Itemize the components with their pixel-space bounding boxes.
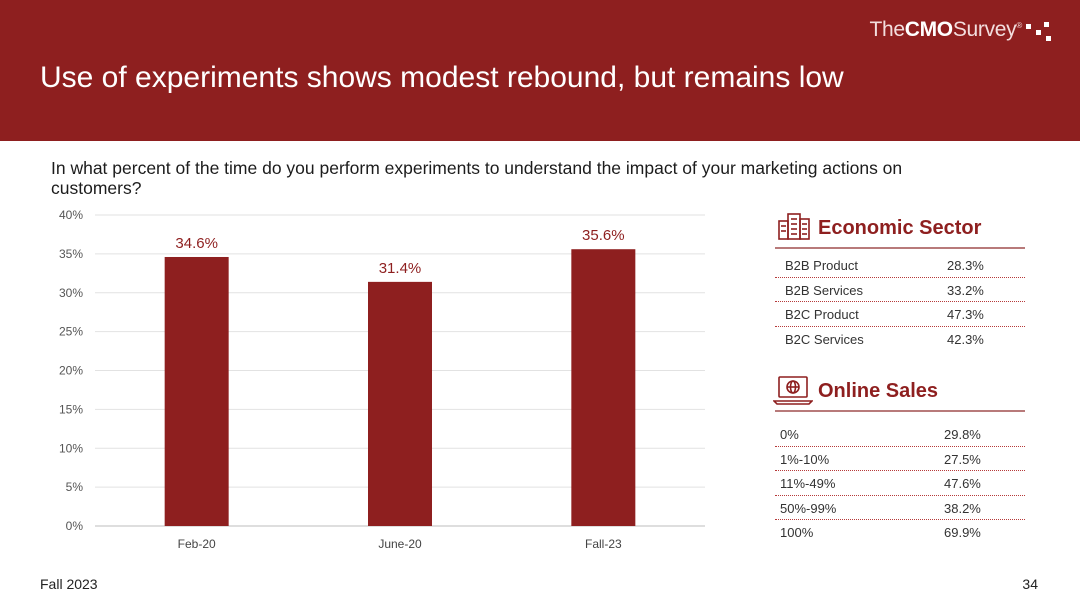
y-tick-label: 25%	[59, 325, 83, 339]
table-row: 100% 69.9%	[775, 520, 1025, 544]
buildings-icon	[778, 213, 810, 240]
row-value: 38.2%	[944, 500, 981, 516]
page-number: 34	[1022, 576, 1038, 592]
laptop-globe-icon	[773, 376, 813, 405]
y-tick-label: 35%	[59, 247, 83, 261]
table-row: 11%-49% 47.6%	[775, 471, 1025, 496]
economic-sector-header: Economic Sector	[775, 211, 1025, 249]
row-value: 29.8%	[944, 427, 981, 442]
table-row: 0% 29.8%	[775, 422, 1025, 447]
online-sales-table: 0% 29.8% 1%-10% 27.5% 11%-49% 47.6% 50%-…	[775, 412, 1025, 544]
y-tick-label: 10%	[59, 441, 83, 455]
bar-chart: 0% 5% 10% 15% 20% 25% 30% 35% 40% 34.6% Feb-20 31.4…	[59, 208, 705, 551]
data-label: 31.4%	[379, 260, 422, 277]
row-value: 47.6%	[944, 476, 981, 491]
table-row: B2B Services 33.2%	[775, 278, 1025, 302]
row-label: 0%	[780, 427, 799, 442]
table-row: 50%-99% 38.2%	[775, 496, 1025, 520]
row-value: 69.9%	[944, 525, 981, 540]
bar	[164, 256, 229, 526]
row-label: 50%-99%	[780, 500, 837, 516]
economic-sector-title: Economic Sector	[818, 217, 982, 239]
x-tick-label: Fall-23	[585, 537, 622, 551]
y-tick-label: 40%	[59, 208, 83, 222]
y-tick-label: 0%	[66, 519, 84, 533]
table-row: B2C Services 42.3%	[775, 327, 1025, 351]
row-value: 42.3%	[947, 331, 984, 347]
row-label: 100%	[780, 525, 814, 540]
bar	[571, 249, 636, 526]
row-label: B2B Product	[785, 258, 858, 273]
title-banner: TheCMOSurvey® Use of experiments shows m…	[0, 0, 1080, 141]
online-sales-title: Online Sales	[818, 380, 939, 402]
online-sales-header: Online Sales	[773, 374, 1025, 412]
table-row: B2C Product 47.3%	[775, 302, 1025, 327]
economic-sector-panel: Economic Sector B2B Product 28.3% B2B Se…	[775, 211, 1025, 350]
row-label: B2C Product	[785, 307, 859, 322]
row-value: 27.5%	[944, 451, 981, 467]
brand-logo: TheCMOSurvey®	[869, 18, 1022, 41]
row-value: 33.2%	[947, 282, 984, 298]
y-tick-label: 20%	[59, 364, 83, 378]
brand-dots-icon	[1026, 22, 1051, 41]
x-tick-label: June-20	[378, 537, 422, 551]
data-label: 35.6%	[582, 227, 625, 244]
y-tick-label: 30%	[59, 286, 83, 300]
survey-question: In what percent of the time do you perfo…	[51, 158, 903, 198]
y-tick-label: 15%	[59, 402, 83, 416]
bar	[368, 281, 432, 526]
row-label: 11%-49%	[780, 476, 836, 491]
economic-sector-table: B2B Product 28.3% B2B Services 33.2% B2C…	[775, 249, 1025, 350]
footer-edition: Fall 2023	[40, 576, 98, 592]
row-value: 28.3%	[947, 258, 984, 273]
row-label: B2B Services	[785, 282, 864, 298]
x-tick-label: Feb-20	[178, 537, 216, 551]
slide-title: Use of experiments shows modest rebound,…	[40, 61, 844, 94]
online-sales-panel: Online Sales 0% 29.8% 1%-10% 27.5% 11%-4…	[773, 374, 1025, 544]
row-label: 1%-10%	[780, 451, 830, 467]
row-value: 47.3%	[947, 307, 984, 322]
table-row: B2B Product 28.3%	[775, 253, 1025, 278]
y-tick-label: 5%	[66, 480, 84, 494]
table-row: 1%-10% 27.5%	[775, 447, 1025, 471]
data-label: 34.6%	[175, 235, 218, 252]
row-label: B2C Services	[785, 331, 864, 347]
